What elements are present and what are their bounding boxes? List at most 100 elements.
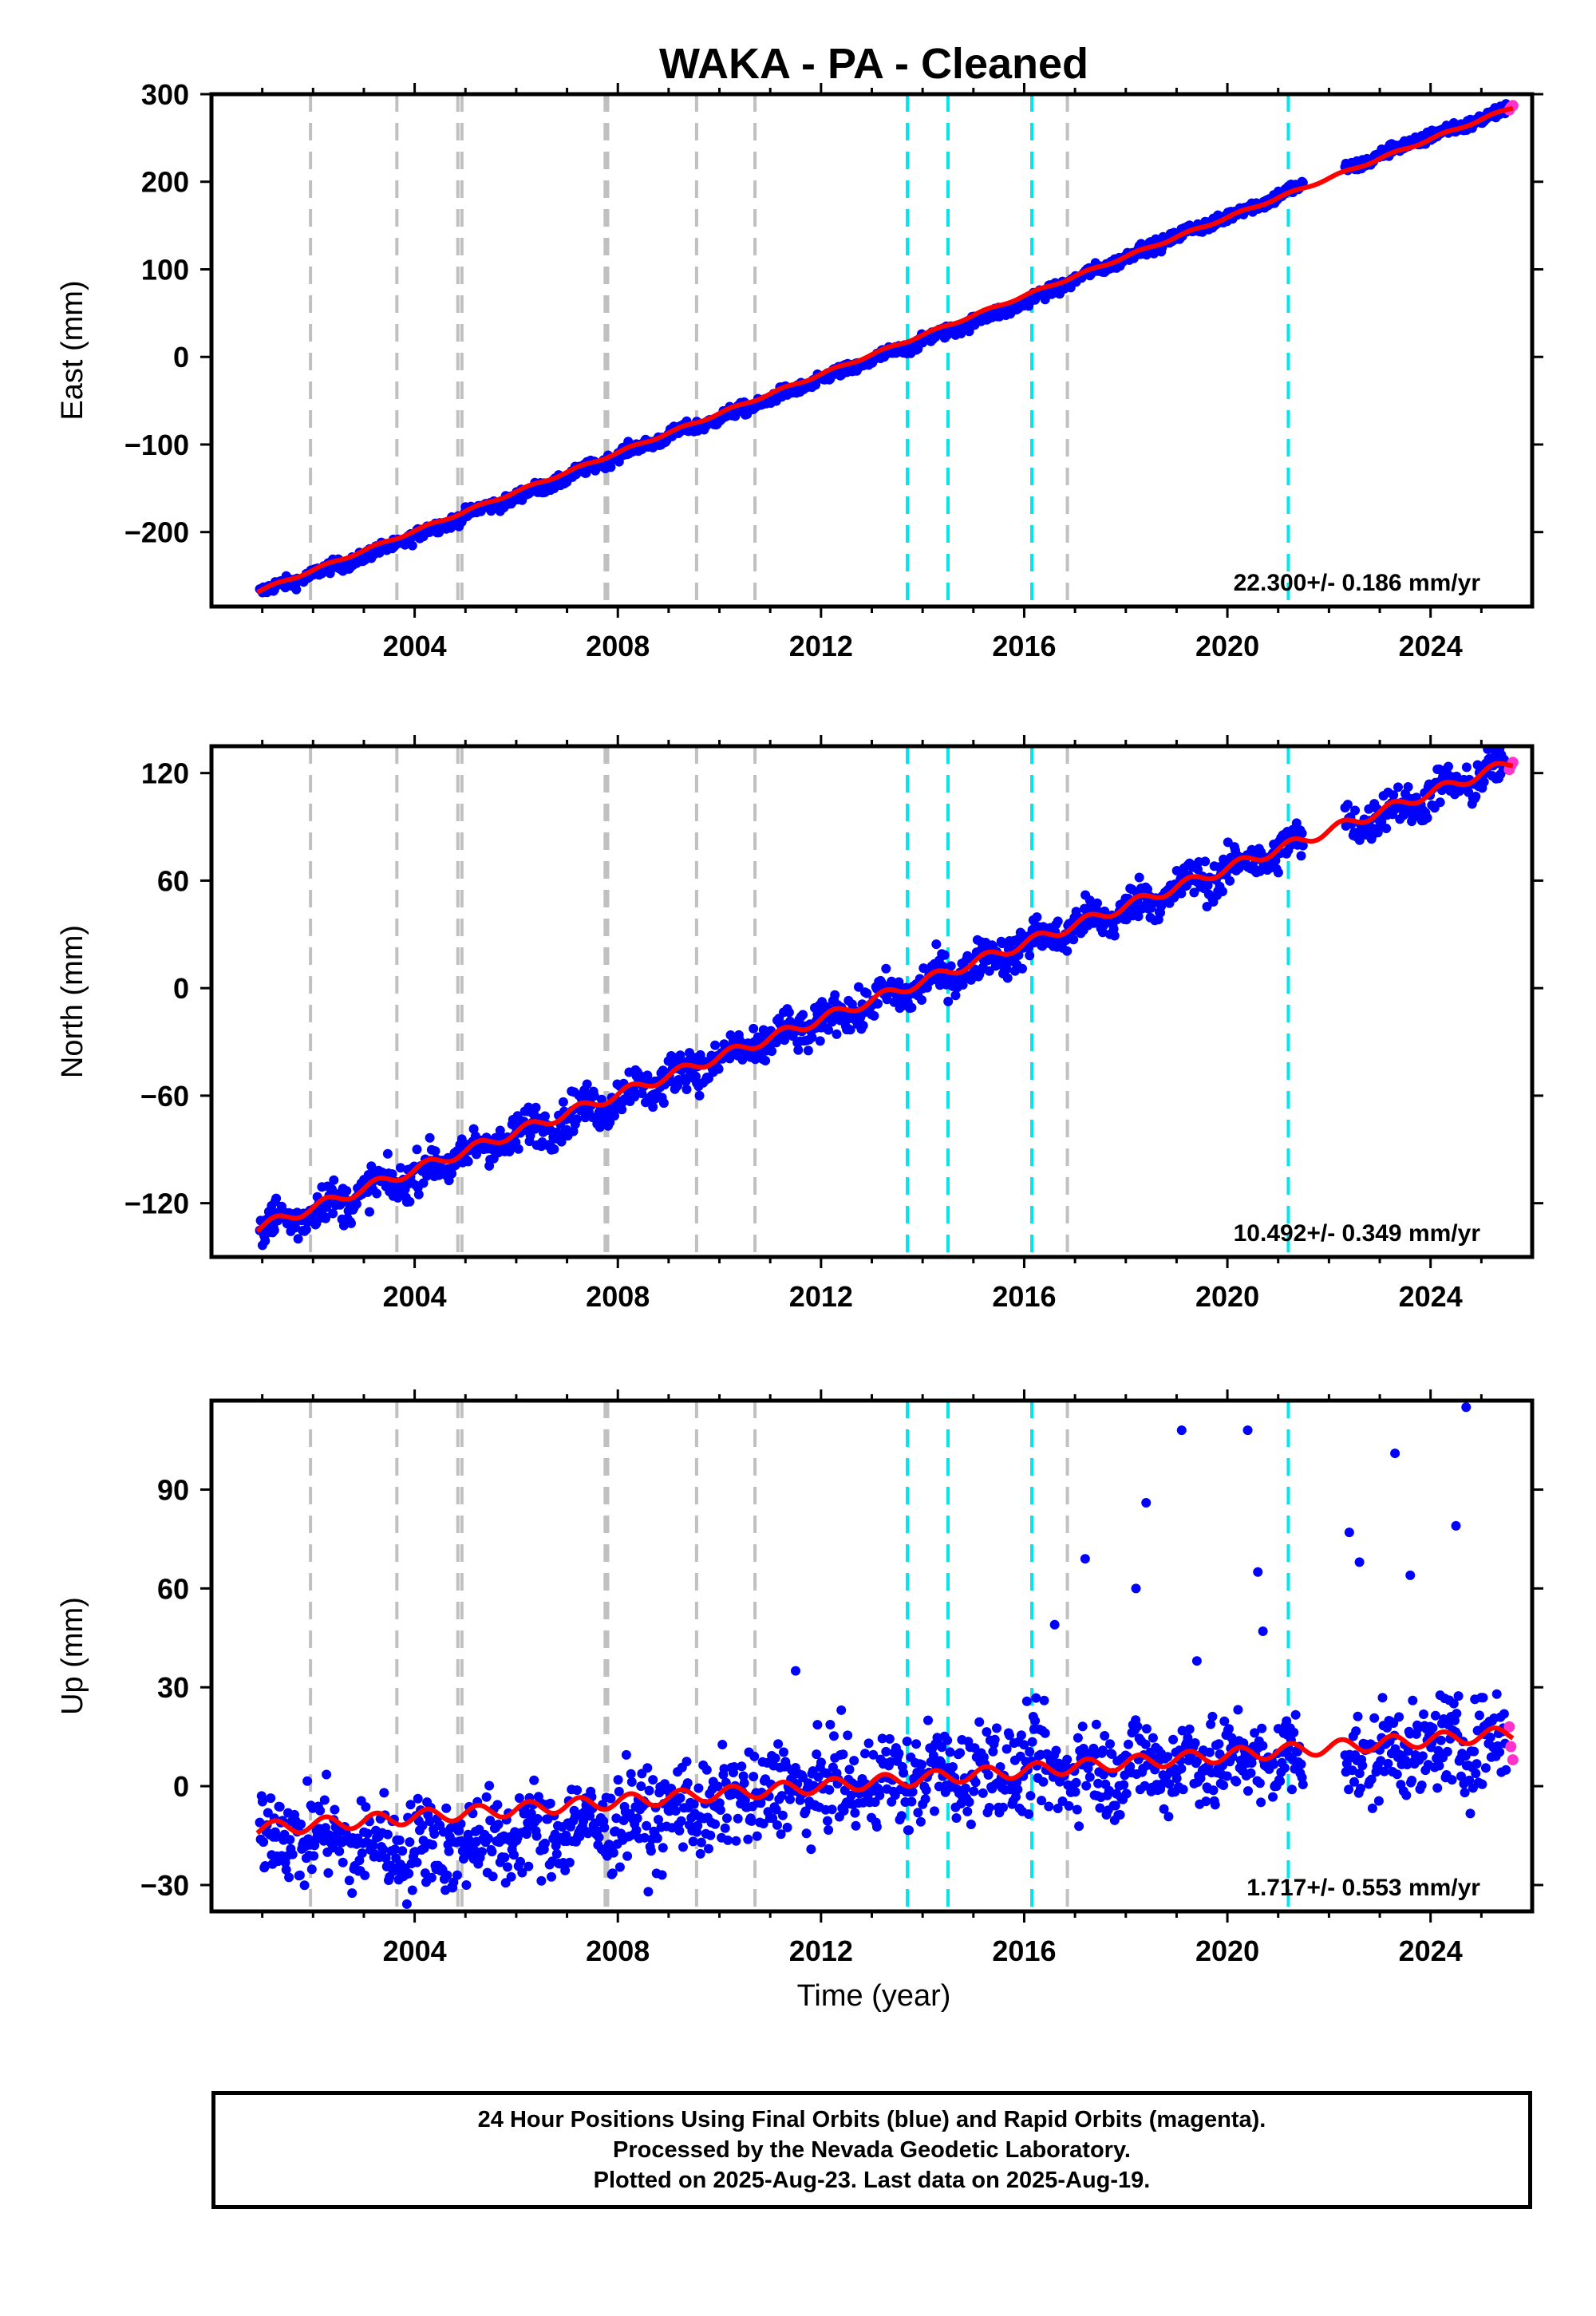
up-final-point (1478, 1693, 1488, 1703)
up-final-point (1394, 1712, 1404, 1722)
up-final-point (743, 1834, 753, 1844)
up-final-point (1190, 1738, 1200, 1748)
up-final-point (441, 1803, 452, 1813)
up-final-point (1448, 1698, 1459, 1709)
up-final-point (1290, 1709, 1301, 1720)
north-final-point (540, 1111, 550, 1121)
north-final-point (950, 990, 961, 1001)
up-final-point (801, 1828, 812, 1839)
up-final-point (777, 1810, 788, 1820)
up-final-point (529, 1775, 539, 1785)
up-final-point (302, 1776, 313, 1786)
up-final-point (344, 1875, 354, 1886)
north-final-point (412, 1144, 422, 1155)
up-final-point (493, 1820, 504, 1830)
up-final-point (306, 1864, 317, 1875)
up-final-point (723, 1835, 733, 1845)
up-plot-frame (209, 1398, 1535, 1914)
up-final-point (643, 1887, 654, 1897)
up-final-point (1074, 1821, 1084, 1832)
up-final-point (361, 1802, 371, 1812)
up-final-point (824, 1825, 834, 1835)
up-final-point (1140, 1780, 1150, 1791)
north-final-point (1189, 887, 1199, 898)
up-final-point (1019, 1740, 1029, 1750)
north-final-point (1461, 762, 1472, 773)
up-y-tick-label: 0 (173, 1770, 189, 1803)
up-final-point (1282, 1716, 1292, 1726)
up-final-point (551, 1840, 561, 1851)
up-final-point (654, 1815, 663, 1824)
up-final-point (260, 1861, 271, 1871)
up-final-point (896, 1811, 907, 1821)
up-final-point (715, 1805, 725, 1815)
east-x-tick-label: 2020 (1195, 630, 1259, 662)
east-y-axis-label: East (mm) (56, 280, 89, 420)
up-final-point (1453, 1691, 1464, 1701)
north-final-point (1291, 818, 1302, 828)
north-final-point (997, 939, 1007, 949)
up-rate-label: 1.717+/- 0.553 mm/yr (1246, 1875, 1480, 1901)
up-final-point (626, 1769, 636, 1779)
up-final-point (639, 1832, 650, 1843)
up-final-point (1401, 1790, 1412, 1800)
up-final-point (632, 1813, 642, 1824)
north-final-point (832, 1029, 842, 1039)
up-final-point (689, 1799, 699, 1809)
up-final-point (648, 1775, 658, 1785)
north-final-point (681, 1077, 691, 1087)
north-final-point (321, 1213, 330, 1223)
up-final-point (257, 1796, 267, 1807)
up-final-point (1474, 1710, 1484, 1721)
north-final-point (939, 950, 950, 960)
east-y-tick-label: −100 (124, 429, 189, 461)
east-x-tick-label: 2024 (1399, 630, 1463, 662)
up-final-point (1071, 1777, 1081, 1788)
up-final-point (770, 1753, 780, 1764)
up-final-point (1204, 1747, 1215, 1757)
up-final-point (902, 1737, 912, 1746)
up-final-point (1171, 1773, 1182, 1784)
up-final-point (405, 1800, 416, 1810)
up-final-point (1447, 1775, 1457, 1785)
up-final-point (1353, 1711, 1363, 1721)
north-y-tick-label: 60 (157, 864, 189, 897)
north-final-point (1200, 856, 1211, 867)
north-final-point (1001, 964, 1012, 974)
footer-line-dates: Plotted on 2025-Aug-23. Last data on 202… (593, 2168, 1151, 2193)
up-final-point (599, 1823, 610, 1833)
up-final-point (1206, 1719, 1216, 1729)
up-final-point (492, 1800, 503, 1810)
up-final-point (429, 1829, 440, 1839)
up-final-point (405, 1837, 415, 1848)
up-final-point (1157, 1779, 1167, 1789)
up-y-tick-label: −30 (140, 1869, 189, 1902)
north-final-point (894, 977, 904, 987)
north-final-point (351, 1199, 361, 1209)
up-final-point (1389, 1718, 1399, 1728)
north-final-point (1133, 911, 1144, 922)
north-plot-area (255, 746, 1519, 1257)
footer-line-orbits: 24 Hour Positions Using Final Orbits (bl… (477, 2107, 1266, 2132)
north-final-point (958, 980, 968, 990)
north-final-point (858, 1021, 868, 1030)
north-final-point (328, 1208, 338, 1219)
up-final-point (670, 1806, 681, 1816)
up-final-point (531, 1831, 542, 1841)
up-final-point (1491, 1689, 1502, 1699)
north-final-point (558, 1097, 568, 1107)
up-final-orbit-points (255, 1402, 1511, 1909)
up-x-tick-label: 2016 (992, 1935, 1056, 1967)
north-final-point (582, 1079, 592, 1089)
north-final-point (815, 1036, 825, 1046)
up-y-tick-label: 90 (157, 1473, 189, 1506)
up-final-point (693, 1783, 704, 1793)
up-final-point (704, 1844, 713, 1854)
up-outlier-point (791, 1666, 801, 1676)
up-final-point (614, 1786, 624, 1796)
up-outlier-point (1253, 1567, 1263, 1577)
up-final-point (487, 1847, 497, 1857)
north-panel: 2004 2008 2012 2016 2020 2024 −120 −60 0 60 120 Nor… (56, 735, 1543, 1313)
up-final-point (849, 1756, 859, 1766)
